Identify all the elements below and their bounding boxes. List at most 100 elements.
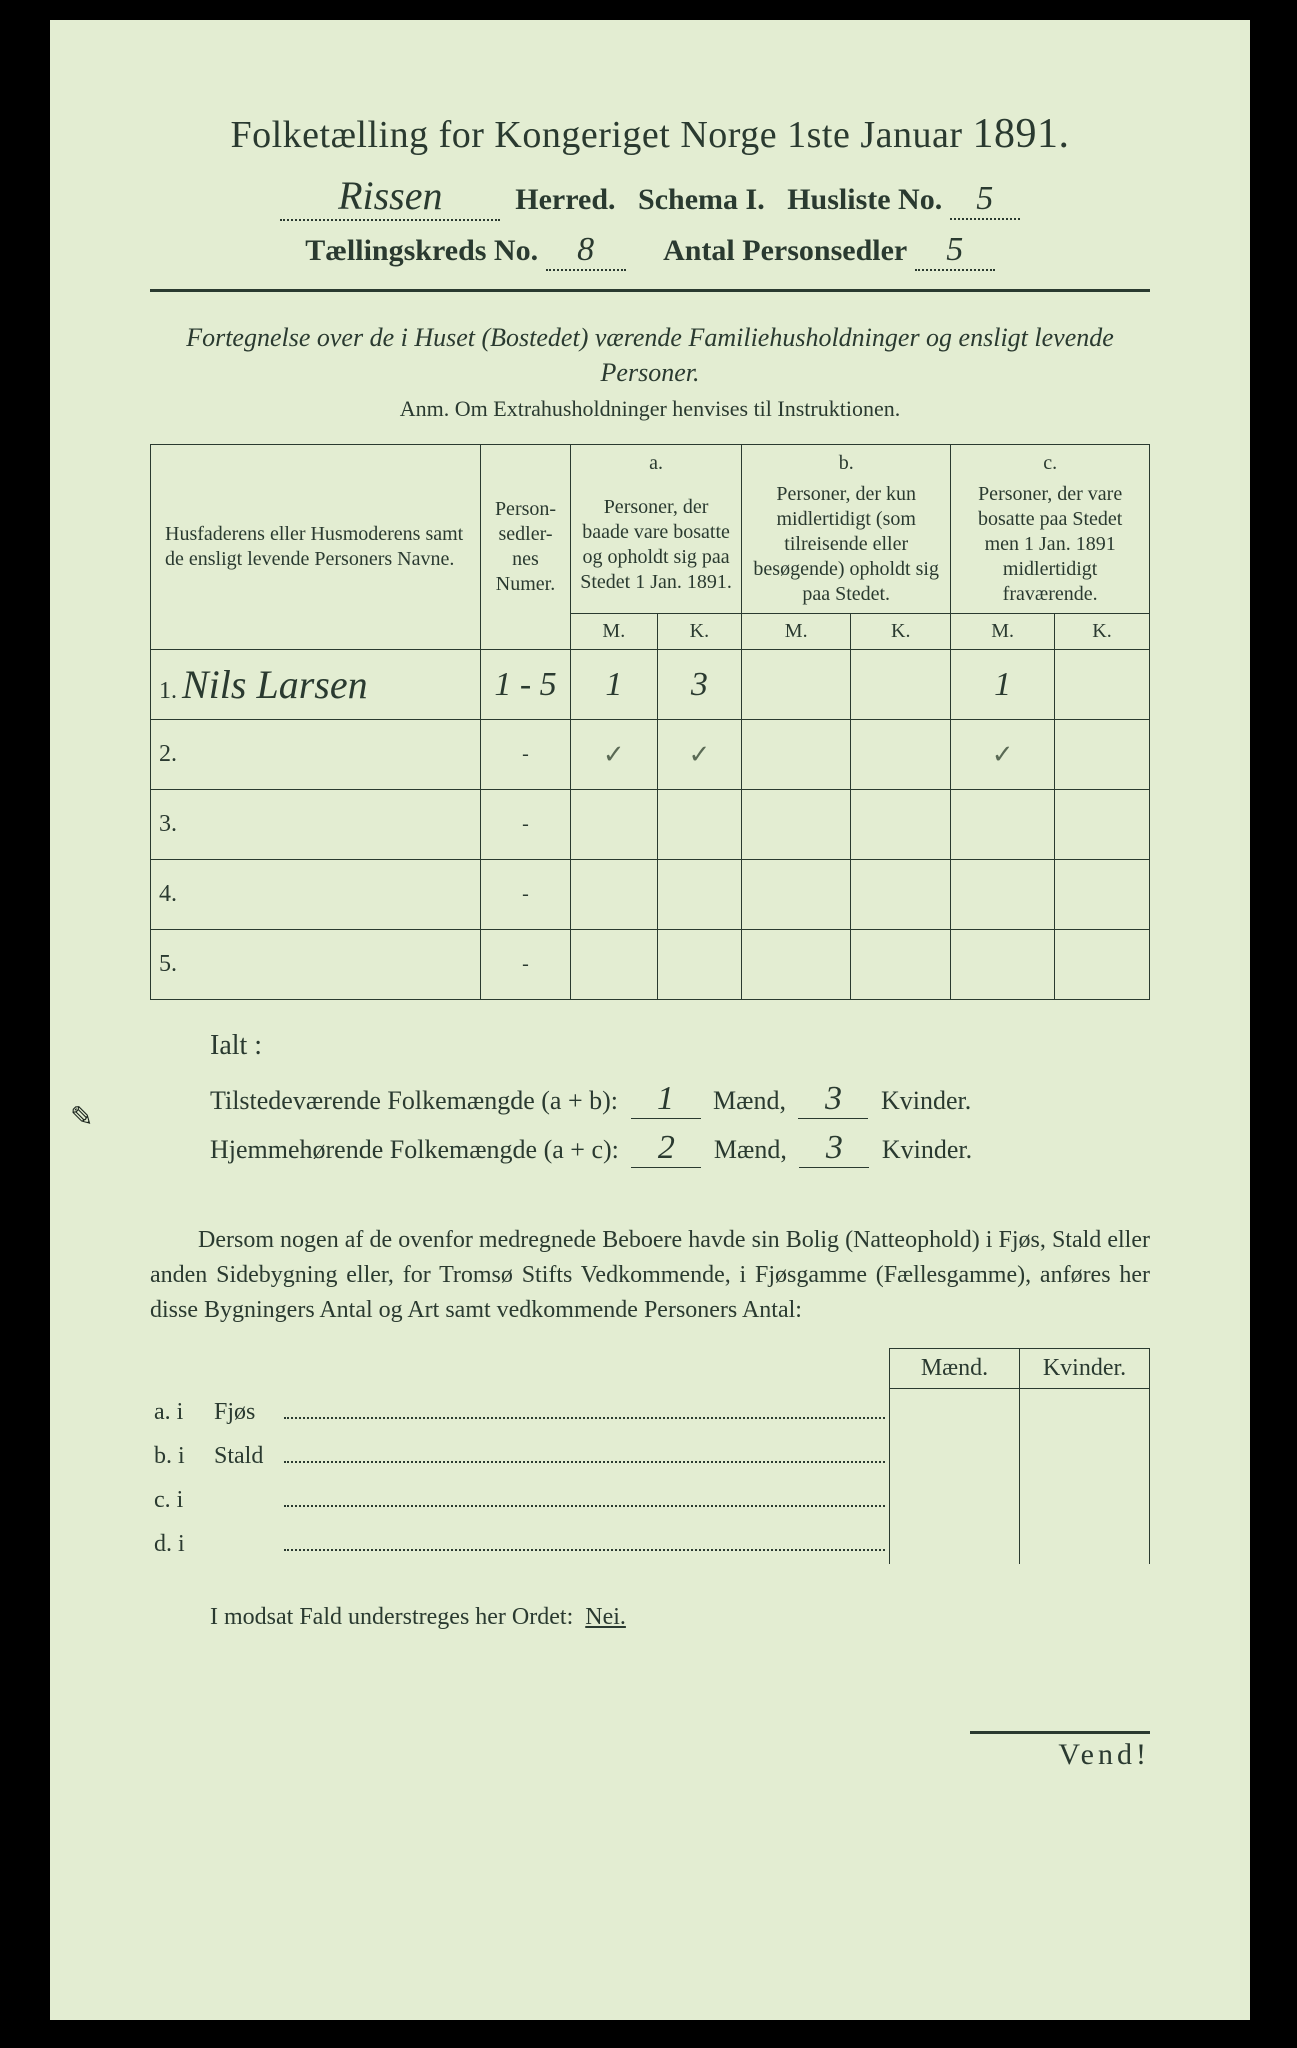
tally-cell [951,930,1055,1000]
husliste-value: 5 [950,180,1020,220]
table-row: 3. - [151,790,1150,860]
bolig-row-k [1020,1388,1150,1432]
bolig-row-k [1020,1520,1150,1564]
tally-cell: ✓ [657,720,741,790]
bolig-row: a. iFjøs [150,1388,1150,1432]
tally-cell [951,860,1055,930]
bolig-row-lbl: c. i [150,1476,210,1520]
bolig-row-dots [280,1388,890,1432]
main-title: Folketælling for Kongeriget Norge 1ste J… [150,110,1150,158]
bolig-row-m [890,1388,1020,1432]
row-name-cell: 5. [151,930,481,1000]
bolig-row-m [890,1432,1020,1476]
row-name-cell: 2. [151,720,481,790]
table-row: 2. -✓✓✓ [151,720,1150,790]
husliste-label: Husliste No. [787,183,942,216]
row-numer-cell: 1 - 5 [481,650,571,720]
row-name-cell: 4. [151,860,481,930]
tally-cell: ✓ [951,720,1055,790]
ialt-line1: Tilstedeværende Folkemængde (a + b): 1 M… [210,1080,1150,1119]
tally-cell [851,930,951,1000]
col-b-top: b. [742,445,951,477]
tally-cell: 1 [571,650,658,720]
title-text: Folketælling for Kongeriget Norge 1ste J… [230,114,962,156]
ialt-block: Ialt : Tilstedeværende Folkemængde (a + … [210,1030,1150,1168]
bolig-row-k [1020,1476,1150,1520]
antal-value: 5 [915,231,995,271]
bolig-row-name [210,1476,280,1520]
bolig-row-dots [280,1520,890,1564]
tally-cell [571,790,658,860]
bolig-kvinder-head: Kvinder. [1020,1348,1150,1388]
ialt-line1-label: Tilstedeværende Folkemængde (a + b): [210,1086,618,1115]
tally-cell [657,860,741,930]
bolig-table: Mænd. Kvinder. a. iFjøsb. iStaldc. id. i [150,1348,1150,1565]
tally-cell [742,930,851,1000]
bolig-row-dots [280,1476,890,1520]
tally-cell [742,790,851,860]
ialt-line2-k: 3 [799,1129,869,1168]
intro-line1: Fortegnelse over de i Huset (Bostedet) v… [150,320,1150,390]
col-b-k: K. [851,614,951,650]
row-name-cell: 1. Nils Larsen [151,650,481,720]
ink-mark-left: ✎ [70,1100,93,1134]
tally-cell [1054,790,1149,860]
tally-cell [951,790,1055,860]
herred-line: Rissen Herred. Schema I. Husliste No. 5 [150,172,1150,221]
col-a-head: Personer, der baade vare bosatte og opho… [571,476,742,614]
ialt-line1-m: 1 [631,1080,701,1119]
col-a-k: K. [657,614,741,650]
herred-value: Rissen [280,172,500,221]
col-a-m: M. [571,614,658,650]
row-numer-cell: - [481,930,571,1000]
ialt-maend-1: Mænd, [713,1086,786,1115]
col-c-top: c. [951,445,1150,477]
ialt-line2-label: Hjemmehørende Folkemængde (a + c): [210,1135,619,1164]
tally-cell: ✓ [571,720,658,790]
tally-cell [742,860,851,930]
schema-label: Schema I. [638,183,765,216]
row-numer-cell: - [481,790,571,860]
bolig-row-name: Stald [210,1432,280,1476]
tally-cell [851,720,951,790]
col-c-head: Personer, der vare bosatte paa Stedet me… [951,476,1150,614]
bolig-row-name [210,1520,280,1564]
antal-label: Antal Personsedler [663,234,907,267]
bolig-row-lbl: b. i [150,1432,210,1476]
row-numer-cell: - [481,860,571,930]
census-table: Husfaderens eller Husmoderens samt de en… [150,444,1150,1000]
tally-cell [571,860,658,930]
row-numer-cell: - [481,720,571,790]
row-name-cell: 3. [151,790,481,860]
tally-cell [657,930,741,1000]
col-a-top: a. [571,445,742,477]
bolig-row-k [1020,1432,1150,1476]
bolig-para-text: Dersom nogen af de ovenfor medregnede Be… [150,1227,1150,1323]
bolig-row-dots [280,1432,890,1476]
vend-label: Vend! [970,1731,1150,1772]
table-row: 1. Nils Larsen1 - 5131 [151,650,1150,720]
bolig-row-m [890,1520,1020,1564]
kreds-label: Tællingskreds No. [305,234,538,267]
kreds-value: 8 [546,231,626,271]
col-b-m: M. [742,614,851,650]
tally-cell [851,860,951,930]
modsat-line: I modsat Fald understreges her Ordet: Ne… [210,1604,1150,1631]
tally-cell [851,790,951,860]
bolig-row: b. iStald [150,1432,1150,1476]
col-numer-head: Person-sedler-nes Numer. [481,445,571,650]
row-name: Nils Larsen [182,662,368,707]
herred-label: Herred. [515,183,615,216]
ialt-line2-m: 2 [631,1129,701,1168]
kreds-line: Tællingskreds No. 8 Antal Personsedler 5 [150,231,1150,271]
bolig-row: d. i [150,1520,1150,1564]
tally-cell: 1 [951,650,1055,720]
col-b-head: Personer, der kun midlertidigt (som tilr… [742,476,951,614]
ialt-title: Ialt : [210,1030,1150,1062]
tally-cell: 3 [657,650,741,720]
col-c-k: K. [1054,614,1149,650]
tally-cell [1054,650,1149,720]
tally-cell [1054,720,1149,790]
bolig-row-name: Fjøs [210,1388,280,1432]
tally-cell [742,650,851,720]
